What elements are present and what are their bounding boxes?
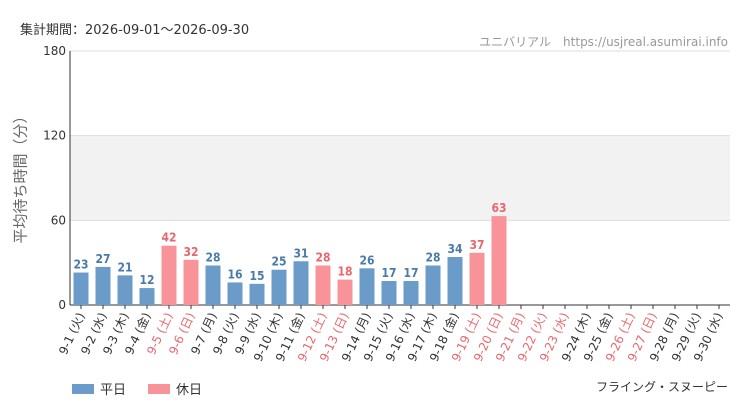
bar (205, 265, 221, 305)
bar (469, 252, 485, 305)
bar-value-label: 25 (271, 255, 286, 269)
legend-label-weekday: 平日 (100, 383, 127, 398)
source-label: ユニバリアル https://usjreal.asumirai.info (479, 35, 728, 49)
bar (491, 216, 507, 305)
bar-value-label: 28 (425, 250, 440, 264)
bar-value-label: 16 (227, 267, 242, 281)
y-tick-label: 60 (51, 213, 66, 227)
bar (139, 288, 155, 305)
y-tick-label: 120 (43, 129, 66, 143)
bar-value-label: 26 (359, 253, 374, 267)
bar-value-label: 37 (469, 238, 484, 252)
shaded-band (70, 135, 730, 221)
legend-item-holiday[interactable]: 休日 (148, 379, 202, 398)
bar (293, 261, 309, 305)
y-tick-label: 0 (58, 298, 66, 312)
bar-value-label: 23 (73, 258, 88, 272)
bar (117, 275, 133, 305)
attraction-name: フライング・スヌーピー (595, 380, 728, 394)
bar (271, 269, 287, 305)
bar-value-label: 17 (381, 266, 396, 280)
bar-value-label: 31 (293, 246, 308, 260)
bar-value-label: 32 (183, 245, 198, 259)
bar (227, 282, 243, 305)
legend-item-weekday[interactable]: 平日 (72, 379, 126, 398)
bar-value-label: 42 (161, 231, 176, 245)
legend-swatch-holiday (148, 383, 171, 394)
y-tick-label: 180 (43, 44, 66, 58)
bar-value-label: 12 (139, 273, 154, 287)
bar-value-label: 28 (205, 250, 220, 264)
bar (425, 265, 441, 305)
bar (161, 245, 177, 305)
bar-value-label: 21 (117, 260, 132, 274)
period-label: 集計期間：2026-09-01～2026-09-30 (20, 23, 250, 38)
bar (337, 279, 353, 305)
bar (359, 268, 375, 305)
bar (403, 281, 419, 305)
legend: 平日 休日 (72, 379, 224, 398)
bar-value-label: 17 (403, 266, 418, 280)
bar (73, 272, 89, 305)
bar-value-label: 27 (95, 252, 110, 266)
bar (447, 257, 463, 305)
legend-swatch-weekday (72, 383, 94, 394)
bar-value-label: 63 (491, 201, 506, 215)
bar-value-label: 28 (315, 250, 330, 264)
bar (249, 283, 265, 305)
legend-label-holiday: 休日 (176, 383, 203, 398)
bar (381, 281, 397, 305)
bar (315, 265, 331, 305)
bar (95, 266, 111, 305)
bar-value-label: 34 (447, 242, 463, 256)
bar-value-label: 15 (249, 269, 264, 283)
bar (183, 259, 199, 305)
bar-value-label: 18 (337, 265, 352, 279)
